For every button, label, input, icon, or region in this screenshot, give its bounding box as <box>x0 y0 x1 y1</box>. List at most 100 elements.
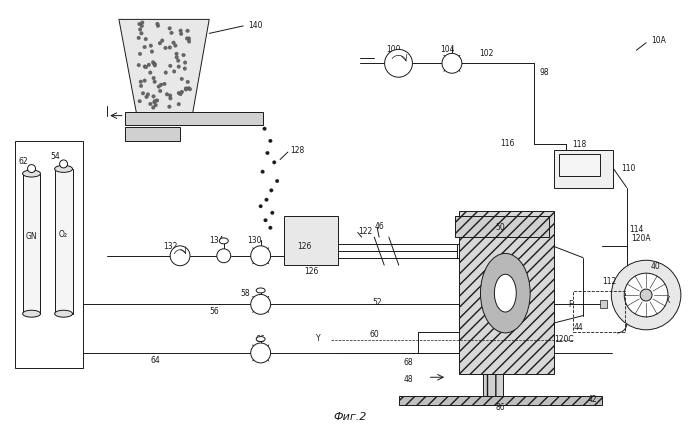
Circle shape <box>156 22 159 26</box>
Ellipse shape <box>55 310 73 317</box>
Circle shape <box>180 32 183 36</box>
Polygon shape <box>119 19 209 113</box>
Text: 54: 54 <box>50 153 60 161</box>
Circle shape <box>264 218 267 222</box>
Text: 52: 52 <box>373 298 382 307</box>
Circle shape <box>138 99 141 103</box>
Circle shape <box>175 55 178 59</box>
Circle shape <box>268 139 272 143</box>
Text: 10A: 10A <box>651 36 666 45</box>
Circle shape <box>163 82 166 86</box>
Text: 42: 42 <box>588 395 598 404</box>
Text: 68: 68 <box>403 358 413 367</box>
Circle shape <box>217 249 231 263</box>
Bar <box>124 112 263 125</box>
Text: 120A: 120A <box>631 235 651 243</box>
Text: 112: 112 <box>603 276 617 286</box>
Circle shape <box>148 71 152 75</box>
Circle shape <box>624 273 668 317</box>
Ellipse shape <box>55 165 73 172</box>
Text: 40: 40 <box>651 262 661 272</box>
Text: 60: 60 <box>369 330 379 339</box>
Circle shape <box>161 39 164 42</box>
Text: 104: 104 <box>440 45 454 54</box>
Circle shape <box>143 45 146 49</box>
Circle shape <box>153 64 157 67</box>
Text: 98: 98 <box>540 68 549 77</box>
Circle shape <box>640 289 652 301</box>
Circle shape <box>184 87 187 90</box>
Text: 44: 44 <box>573 323 583 332</box>
Bar <box>22 174 41 314</box>
Circle shape <box>187 37 191 40</box>
Text: 50: 50 <box>496 223 505 232</box>
Bar <box>124 127 180 141</box>
Circle shape <box>168 46 172 49</box>
Text: X-X: X-X <box>658 296 671 305</box>
Text: 66: 66 <box>256 335 266 344</box>
Circle shape <box>141 92 145 95</box>
Circle shape <box>152 76 155 80</box>
Circle shape <box>173 70 176 73</box>
Circle shape <box>138 28 142 31</box>
Circle shape <box>168 105 171 109</box>
Text: 120C: 120C <box>554 335 573 344</box>
Circle shape <box>187 40 191 43</box>
Ellipse shape <box>219 238 229 244</box>
Circle shape <box>145 95 148 99</box>
Circle shape <box>186 29 189 33</box>
Circle shape <box>251 246 271 266</box>
Circle shape <box>153 80 157 84</box>
Circle shape <box>185 37 189 40</box>
Circle shape <box>186 80 189 84</box>
Circle shape <box>159 83 163 87</box>
Circle shape <box>137 36 140 40</box>
Circle shape <box>140 21 144 24</box>
Circle shape <box>138 22 141 26</box>
Circle shape <box>59 160 68 168</box>
Circle shape <box>273 160 276 164</box>
Circle shape <box>139 80 143 84</box>
Circle shape <box>147 63 150 67</box>
Text: 110: 110 <box>621 164 636 173</box>
Text: 48: 48 <box>403 375 413 384</box>
Text: 114: 114 <box>630 225 644 234</box>
Circle shape <box>154 103 157 107</box>
Text: 58: 58 <box>240 289 250 298</box>
Circle shape <box>143 79 146 82</box>
Circle shape <box>176 59 180 62</box>
Circle shape <box>153 99 157 103</box>
Text: Y: Y <box>316 334 321 343</box>
Circle shape <box>251 294 271 314</box>
Circle shape <box>184 88 188 91</box>
Text: 134: 134 <box>209 236 223 245</box>
Circle shape <box>151 61 155 64</box>
Circle shape <box>152 62 156 66</box>
Circle shape <box>261 170 264 174</box>
Ellipse shape <box>22 170 41 177</box>
Circle shape <box>180 77 184 81</box>
Circle shape <box>251 343 271 363</box>
Circle shape <box>152 100 156 104</box>
Circle shape <box>275 179 279 183</box>
Ellipse shape <box>257 288 265 293</box>
Circle shape <box>266 151 269 155</box>
Ellipse shape <box>22 310 41 317</box>
Bar <box>573 291 625 332</box>
Text: 130: 130 <box>247 236 262 245</box>
Text: GN: GN <box>26 232 37 241</box>
Circle shape <box>152 95 155 98</box>
Circle shape <box>259 204 262 208</box>
Text: 86: 86 <box>496 402 505 412</box>
Circle shape <box>149 102 152 106</box>
Text: 100: 100 <box>387 45 401 54</box>
Circle shape <box>159 89 162 93</box>
Text: 62: 62 <box>19 157 28 166</box>
Bar <box>459 211 554 375</box>
Text: 64: 64 <box>151 356 161 365</box>
Bar <box>398 396 603 405</box>
Text: 122: 122 <box>358 227 372 236</box>
Circle shape <box>168 27 171 30</box>
Circle shape <box>155 99 159 102</box>
Ellipse shape <box>480 253 530 333</box>
